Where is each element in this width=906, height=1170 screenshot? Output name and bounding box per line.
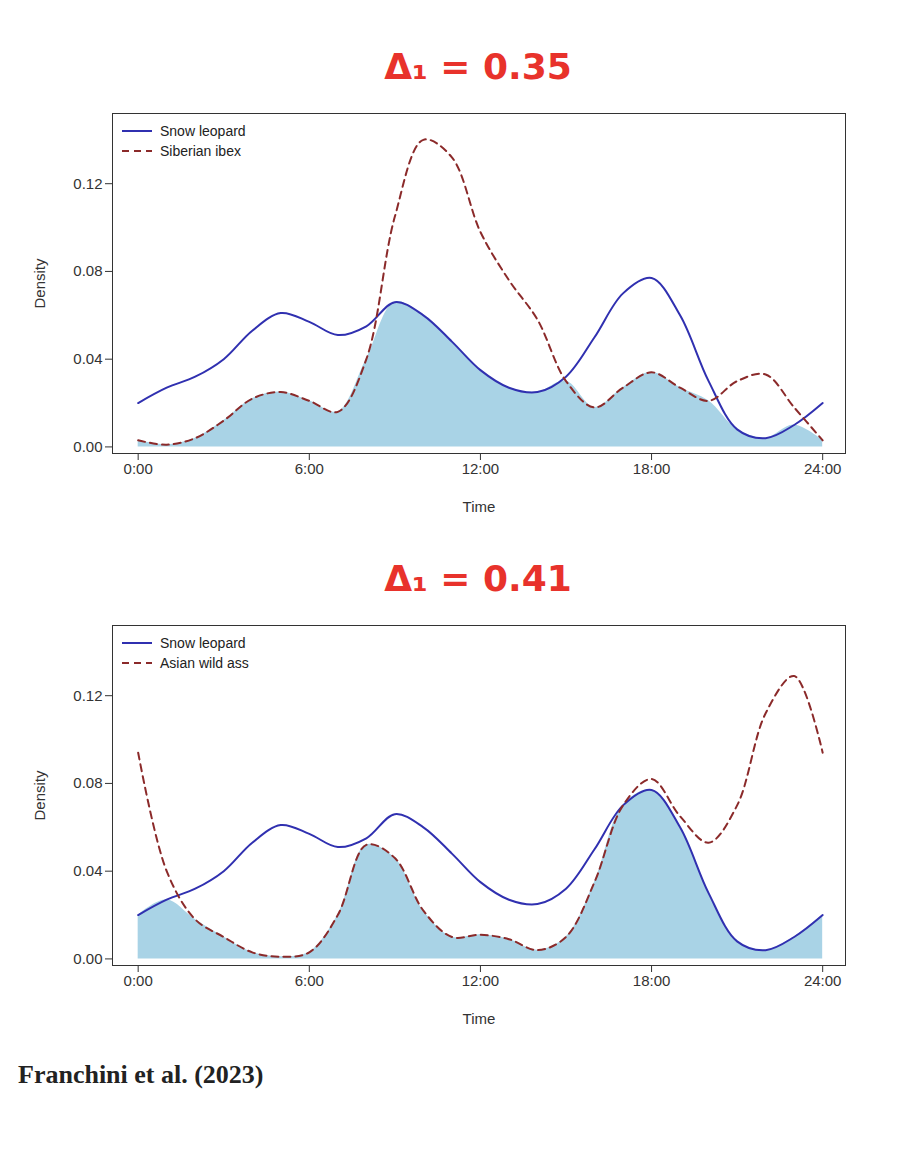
svg-text:Density: Density — [31, 770, 48, 821]
svg-text:6:00: 6:00 — [295, 972, 324, 989]
html-text:Siberian ibex: Siberian ibex — [160, 143, 241, 159]
html-text:Franchini et al. (2023): Franchini et al. (2023) — [18, 1060, 264, 1089]
svg-text:0.12: 0.12 — [73, 686, 102, 703]
svg-text:24:00: 24:00 — [804, 460, 842, 477]
svg-text:0.04: 0.04 — [73, 862, 102, 879]
svg-text:6:00: 6:00 — [295, 460, 324, 477]
svg-text:0.12: 0.12 — [73, 174, 102, 191]
html-text:Asian wild ass: Asian wild ass — [160, 655, 249, 671]
svg-text:24:00: 24:00 — [804, 972, 842, 989]
svg-text:Time: Time — [463, 498, 496, 515]
svg-text:0.04: 0.04 — [73, 350, 102, 367]
svg-text:Density: Density — [31, 258, 48, 309]
html-text:Δ₁ = 0.35: Δ₁ = 0.35 — [384, 46, 572, 87]
svg-text:0.08: 0.08 — [73, 774, 102, 791]
svg-text:0.00: 0.00 — [73, 438, 102, 455]
svg-text:12:00: 12:00 — [462, 972, 500, 989]
svg-text:0.08: 0.08 — [73, 262, 102, 279]
svg-text:0:00: 0:00 — [124, 972, 153, 989]
html-text:Δ₁ = 0.41: Δ₁ = 0.41 — [384, 558, 572, 599]
svg-text:Time: Time — [463, 1010, 496, 1027]
svg-text:18:00: 18:00 — [633, 460, 671, 477]
html-text:Snow leopard: Snow leopard — [160, 635, 246, 651]
svg-text:0:00: 0:00 — [124, 460, 153, 477]
html-text:Snow leopard: Snow leopard — [160, 123, 246, 139]
svg-text:0.00: 0.00 — [73, 950, 102, 967]
svg-text:12:00: 12:00 — [462, 460, 500, 477]
svg-text:18:00: 18:00 — [633, 972, 671, 989]
